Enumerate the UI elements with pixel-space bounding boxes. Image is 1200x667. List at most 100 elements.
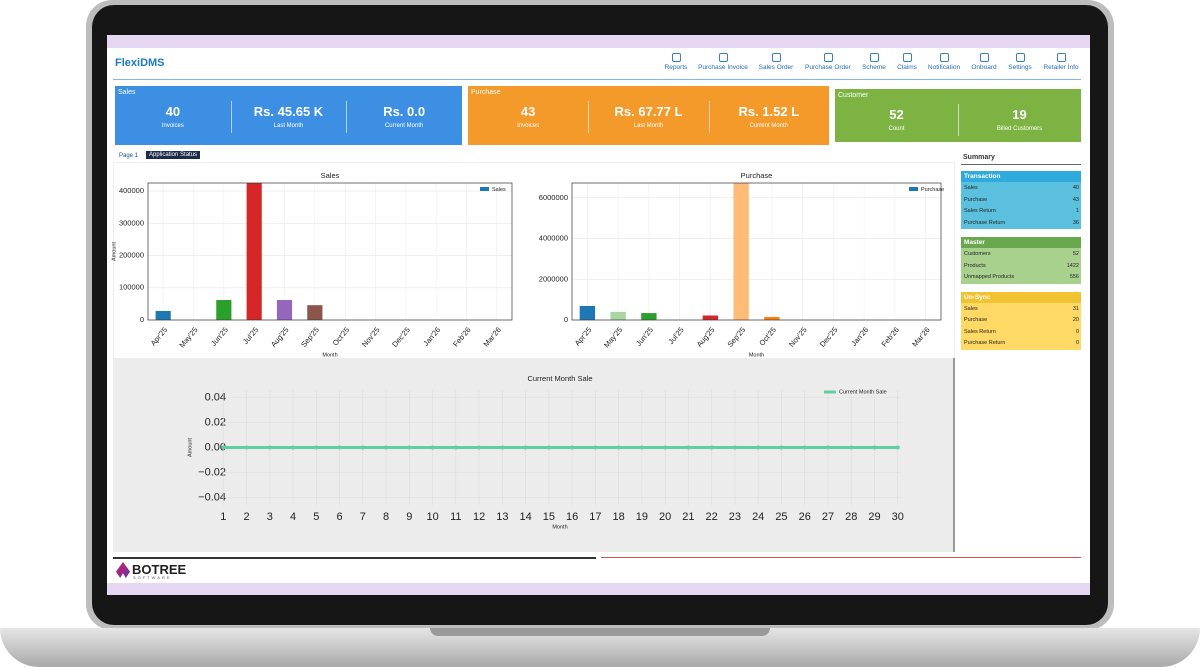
nav-item[interactable]: Retailer Info [1043, 64, 1079, 71]
x-tick-label: Feb'26 [880, 325, 901, 348]
nav-item[interactable]: Scheme [862, 64, 886, 71]
y-tick-label: 0.04 [205, 391, 226, 403]
card-value: Rs. 1.52 L [738, 104, 800, 119]
summary-value: 556 [1069, 274, 1079, 280]
bar [702, 315, 719, 320]
marker [546, 445, 551, 450]
summary-label: Purchase [964, 196, 988, 203]
card-label: Current Month [384, 123, 424, 129]
summary-head: Un-Sync [961, 291, 1081, 303]
x-tick-label: 11 [450, 511, 461, 523]
logo-tagline: SOFTWARE [133, 575, 172, 580]
legend-label: Current Month Sale [839, 389, 887, 395]
x-tick-label: 26 [799, 511, 811, 523]
x-tick-label: 8 [383, 511, 389, 523]
x-tick-label: Dec'25 [818, 325, 840, 348]
notch [430, 628, 770, 636]
summary-value: 43 [1072, 196, 1079, 203]
x-tick-label: 18 [613, 511, 625, 523]
x-tick-label: Mar'26 [910, 325, 931, 348]
nav-icon [940, 53, 949, 62]
nav-item[interactable]: Claims [897, 64, 917, 71]
nav-item[interactable]: Purchase Invoice [698, 64, 748, 71]
plot-frame [147, 182, 513, 321]
x-tick-label: Jan'26 [849, 325, 870, 348]
card-label: Billed Customers [996, 126, 1043, 132]
chart-title: Sales [321, 171, 340, 180]
app-title: FlexiDMS [115, 57, 165, 69]
legend-swatch [480, 187, 489, 191]
x-tick-label: 9 [406, 511, 412, 523]
x-tick-label: 24 [752, 511, 764, 523]
logo: BOTREE [132, 562, 187, 577]
nav-item[interactable]: Sales Order [758, 64, 794, 71]
marker [244, 445, 249, 450]
summary-label: Sales [964, 305, 978, 312]
x-axis-label: Month [552, 524, 567, 530]
x-tick-label: Nov'25 [787, 325, 809, 348]
x-tick-label: May'25 [602, 325, 624, 349]
marker [686, 445, 691, 450]
marker [570, 445, 575, 450]
x-axis-label: Month [322, 352, 337, 358]
summary-value: 52 [1072, 251, 1079, 257]
marker [802, 445, 807, 450]
x-tick-label: 13 [496, 511, 508, 523]
y-tick-label: 0.00 [205, 441, 226, 453]
marker [756, 445, 761, 450]
divider [953, 358, 955, 552]
nav-item[interactable]: Reports [664, 64, 688, 71]
legend-label: Purchase [921, 187, 944, 193]
nav-item[interactable]: Notification [927, 64, 961, 71]
bar [579, 305, 596, 320]
x-tick-label: 29 [868, 511, 880, 523]
x-tick-label: Oct'25 [331, 325, 352, 347]
x-tick-label: 7 [360, 511, 366, 523]
x-tick-label: Apr'25 [573, 325, 594, 347]
nav-icon [1057, 53, 1066, 62]
summary-label: Purchase Return [964, 340, 1006, 346]
summary-line [961, 164, 1081, 165]
summary-label: Sales Return [964, 208, 996, 214]
nav-icon [1016, 53, 1025, 62]
y-tick-label: 400000 [119, 186, 144, 195]
tab[interactable]: Page 1 [119, 153, 139, 159]
bar [276, 300, 293, 320]
x-tick-label: 10 [426, 511, 438, 523]
y-tick-label: 100000 [119, 283, 144, 292]
nav-item[interactable]: Purchase Order [805, 64, 851, 71]
x-tick-label: Jul'25 [666, 325, 685, 346]
card-value: 43 [520, 104, 536, 119]
nav-icon [772, 53, 781, 62]
y-axis-label: Amount [187, 438, 193, 457]
nav-item[interactable]: Settings [1008, 64, 1032, 71]
x-tick-label: 12 [473, 511, 485, 523]
y-tick-label: 0.02 [205, 416, 226, 428]
nav-item[interactable]: Onboard [971, 64, 997, 71]
x-tick-label: 4 [290, 511, 296, 523]
card-label: Last Month [273, 123, 304, 129]
tab[interactable]: Application Status [146, 151, 201, 159]
footer-line-red [601, 557, 1081, 558]
marker [825, 445, 830, 450]
legend-swatch [909, 187, 918, 191]
summary-value: 1422 [1066, 262, 1079, 269]
chart-title: Purchase [741, 171, 773, 180]
y-tick-label: 0 [140, 315, 144, 324]
y-tick-label: 6000000 [539, 193, 568, 202]
card-value: 19 [1012, 107, 1027, 122]
x-tick-label: Aug'25 [695, 325, 717, 348]
card-divider [588, 101, 590, 133]
x-tick-label: Nov'25 [360, 325, 382, 348]
card-value: Rs. 45.65 K [253, 104, 324, 119]
marker [384, 445, 389, 450]
card-value: Rs. 67.77 L [614, 104, 683, 119]
x-tick-label: Aug'25 [269, 325, 291, 348]
marker [500, 445, 505, 450]
card-title: Purchase [471, 89, 501, 96]
summary-label: Purchase [964, 317, 988, 323]
legend-label: Sales [492, 187, 506, 193]
card-divider [230, 101, 232, 133]
x-tick-label: Feb'26 [451, 325, 472, 348]
